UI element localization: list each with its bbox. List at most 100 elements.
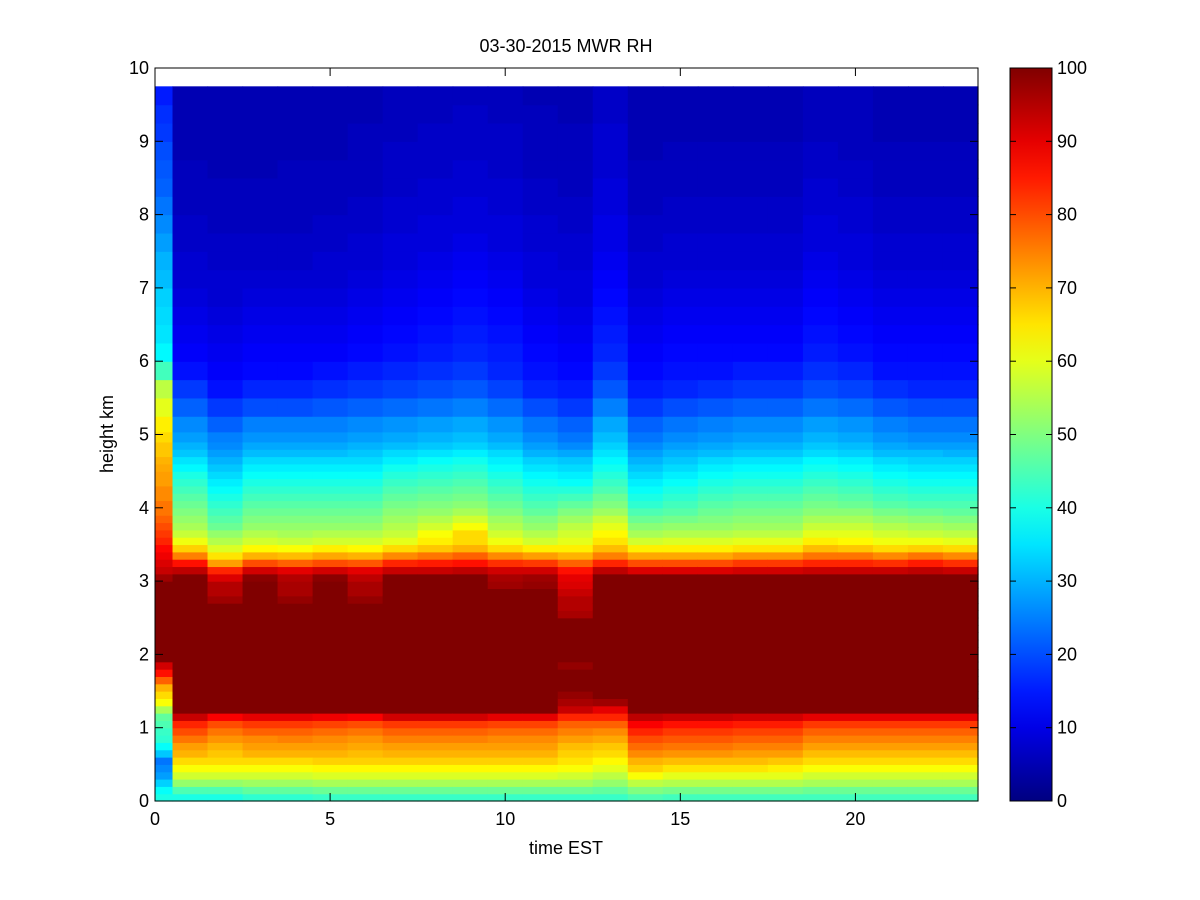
colorbar-gradient (1010, 68, 1052, 801)
heatmap-cell (487, 727, 524, 736)
heatmap-cell (242, 632, 279, 641)
heatmap-cell (907, 735, 944, 743)
heatmap-cell (802, 544, 839, 553)
heatmap-cell (452, 500, 489, 509)
heatmap-cell (557, 478, 594, 487)
heatmap-cell (242, 727, 279, 736)
heatmap-cell (872, 251, 909, 271)
heatmap-cell (312, 177, 349, 197)
heatmap-cell (662, 342, 699, 362)
heatmap-cell (627, 515, 664, 524)
heatmap-cell (872, 324, 909, 344)
heatmap-cell (487, 771, 524, 780)
heatmap-cell (732, 559, 769, 568)
heatmap-cell (155, 122, 174, 142)
heatmap-cell (312, 478, 349, 487)
heatmap-cell (732, 379, 769, 399)
heatmap-cell (312, 566, 349, 575)
heatmap-cell (767, 361, 804, 381)
heatmap-cell (697, 493, 734, 502)
heatmap-cell (592, 544, 629, 553)
heatmap-cell (382, 786, 419, 795)
heatmap-cell (172, 757, 209, 765)
heatmap-cell (837, 764, 874, 773)
heatmap-cell (242, 269, 279, 289)
heatmap-cell (557, 713, 594, 721)
heatmap-cell (452, 654, 489, 663)
heatmap-cell (837, 416, 874, 433)
heatmap-cell (662, 141, 699, 161)
heatmap-cell (207, 705, 244, 714)
heatmap-cell (767, 177, 804, 197)
heatmap-cell (872, 551, 909, 560)
heatmap-cell (942, 632, 979, 641)
heatmap-cell (312, 251, 349, 271)
heatmap-cell (242, 515, 279, 524)
heatmap-cell (837, 214, 874, 234)
heatmap-cell (557, 632, 594, 641)
heatmap-cell (627, 749, 664, 758)
heatmap-cell (242, 463, 279, 472)
heatmap-cell (207, 661, 244, 670)
heatmap-cell (522, 500, 559, 509)
heatmap-cell (382, 676, 419, 685)
heatmap-cell (592, 159, 629, 179)
colorbar-tick-label: 0 (1057, 791, 1067, 811)
heatmap-cell (347, 122, 384, 142)
heatmap-cell (452, 515, 489, 524)
heatmap-cell (417, 86, 454, 106)
heatmap-cell (207, 416, 244, 433)
heatmap-cell (242, 232, 279, 252)
heatmap-cell (802, 566, 839, 575)
heatmap-cell (522, 214, 559, 234)
heatmap-cell (837, 515, 874, 524)
heatmap-cell (907, 793, 944, 802)
heatmap-cell (522, 713, 559, 721)
heatmap-cell (802, 749, 839, 758)
heatmap-cell (382, 749, 419, 758)
heatmap-cell (242, 691, 279, 699)
heatmap-cell (697, 771, 734, 780)
heatmap-cell (837, 691, 874, 699)
heatmap-cell (347, 566, 384, 575)
heatmap-cell (487, 669, 524, 677)
heatmap-cell (487, 691, 524, 699)
heatmap-cell (662, 463, 699, 472)
heatmap-cell (767, 742, 804, 751)
heatmap-cell (557, 324, 594, 344)
heatmap-cell (592, 757, 629, 765)
heatmap-cell (277, 647, 314, 655)
heatmap-cell (172, 196, 209, 216)
heatmap-cell (767, 269, 804, 289)
heatmap-cell (767, 122, 804, 142)
heatmap-cell (872, 441, 909, 450)
heatmap-cell (452, 342, 489, 362)
heatmap-cell (627, 683, 664, 692)
heatmap-cell (732, 573, 769, 582)
heatmap-cell (732, 485, 769, 494)
heatmap-cell (627, 485, 664, 494)
heatmap-cell (942, 551, 979, 560)
heatmap-cell (837, 669, 874, 677)
heatmap-cell (347, 522, 384, 531)
heatmap-cell (522, 485, 559, 494)
heatmap-cell (312, 397, 349, 417)
heatmap-cell (837, 581, 874, 590)
heatmap-cell (312, 632, 349, 641)
heatmap-cell (155, 713, 174, 721)
heatmap-cell (767, 735, 804, 743)
heatmap-cell (417, 507, 454, 516)
heatmap-cell (907, 515, 944, 524)
heatmap-cell (312, 441, 349, 450)
heatmap-cell (942, 793, 979, 802)
heatmap-cell (872, 485, 909, 494)
heatmap-cell (242, 441, 279, 450)
heatmap-cell (172, 529, 209, 538)
heatmap-cell (557, 507, 594, 516)
heatmap-cell (697, 159, 734, 179)
heatmap-cell (802, 306, 839, 326)
heatmap-cell (347, 214, 384, 234)
heatmap-cell (767, 232, 804, 252)
heatmap-cell (487, 742, 524, 751)
